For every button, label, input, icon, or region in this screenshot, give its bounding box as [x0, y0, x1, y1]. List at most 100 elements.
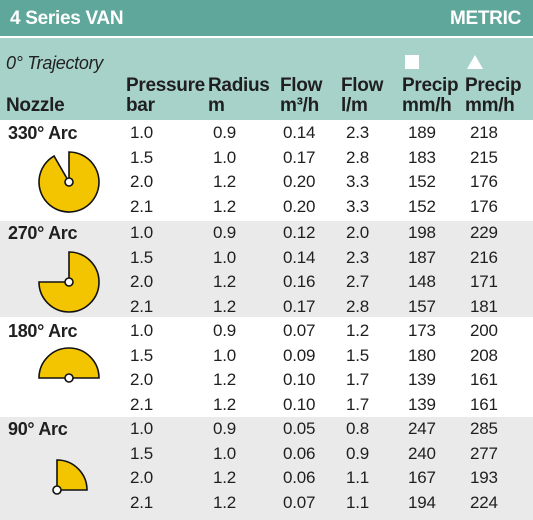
precip-triangle-cell: 229 — [470, 223, 498, 242]
flow-lm-cell: 1.1 — [346, 492, 370, 512]
flow-m3h-cell: 0.20 — [283, 196, 316, 216]
flow-m3h-cell: 0.09 — [283, 345, 316, 365]
arc-label: 180° Arc — [8, 321, 78, 341]
pressure-cell: 1.0 — [130, 123, 154, 142]
flow-m3h-cell: 0.10 — [283, 394, 316, 414]
precip-triangle-cell: 193 — [470, 468, 498, 487]
flow-m3h-cell: 0.14 — [283, 247, 316, 267]
arc-label: 90° Arc — [8, 419, 68, 439]
pressure-cell: 1.0 — [130, 419, 154, 438]
flow-lm-cell: 1.7 — [346, 370, 370, 389]
flow-lm-cell: 1.2 — [346, 321, 370, 340]
radius-cell: 1.2 — [213, 196, 237, 216]
radius-cell: 1.0 — [213, 147, 237, 167]
flow-m3h-cell: 0.06 — [283, 468, 316, 487]
precip-triangle-cell: 171 — [470, 272, 498, 291]
flow-lm-cell: 1.5 — [346, 345, 370, 365]
precip-triangle-cell: 181 — [470, 296, 498, 316]
flow-lm-cell: 1.1 — [346, 468, 370, 487]
radius-column-header: Radius m — [208, 75, 270, 116]
precip-square-cell: 152 — [408, 172, 436, 191]
flow-lm-cell: 3.3 — [346, 172, 370, 191]
pressure-column-header: Pressure bar — [126, 75, 205, 116]
group-divider — [0, 219, 533, 221]
pressure-cell: 1.5 — [130, 147, 154, 167]
precip-square-cell: 167 — [408, 468, 436, 487]
arc-330-icon — [38, 151, 100, 213]
title-bar: 4 Series VAN METRIC — [0, 0, 533, 38]
flow-lm-cell: 1.7 — [346, 394, 370, 414]
flow-lm-cell: 2.7 — [346, 272, 370, 291]
precip-triangle-cell: 161 — [470, 394, 498, 414]
pressure-cell: 2.1 — [130, 296, 154, 316]
arc-group-band — [0, 416, 533, 520]
radius-cell: 1.2 — [213, 272, 237, 291]
radius-cell: 1.2 — [213, 394, 237, 414]
flow-m3h-column-header: Flow m³/h — [280, 75, 323, 116]
column-header-band — [0, 38, 533, 120]
flow-m3h-cell: 0.07 — [283, 492, 316, 512]
flow-m3h-cell: 0.10 — [283, 370, 316, 389]
precip-square-cell: 187 — [408, 247, 436, 267]
pressure-cell: 2.0 — [130, 172, 154, 191]
arc-90-icon — [52, 459, 88, 495]
pressure-cell: 1.0 — [130, 321, 154, 340]
series-title: 4 Series VAN — [10, 8, 124, 29]
pressure-cell: 1.5 — [130, 443, 154, 463]
flow-lm-cell: 2.8 — [346, 296, 370, 316]
precip-square-column-header: Precip mm/h — [402, 75, 459, 116]
radius-cell: 1.2 — [213, 492, 237, 512]
precip-triangle-cell: 208 — [470, 345, 498, 365]
flow-lm-column-header: Flow l/m — [341, 75, 384, 116]
radius-cell: 1.0 — [213, 345, 237, 365]
square-icon — [405, 55, 419, 69]
flow-m3h-cell: 0.12 — [283, 223, 316, 242]
pressure-cell: 2.0 — [130, 468, 154, 487]
radius-cell: 0.9 — [213, 419, 237, 438]
arc-270-icon — [38, 251, 100, 313]
flow-m3h-cell: 0.05 — [283, 419, 316, 438]
radius-cell: 1.2 — [213, 296, 237, 316]
unit-system-label: METRIC — [449, 8, 521, 29]
radius-cell: 0.9 — [213, 123, 237, 142]
flow-m3h-cell: 0.06 — [283, 443, 316, 463]
arc-label: 270° Arc — [8, 223, 78, 243]
arc-label: 330° Arc — [8, 123, 78, 143]
precip-square-cell: 152 — [408, 196, 436, 216]
flow-lm-cell: 2.0 — [346, 223, 370, 242]
precip-square-cell: 189 — [408, 123, 436, 142]
precip-triangle-cell: 215 — [470, 147, 498, 167]
precip-triangle-cell: 176 — [470, 196, 498, 216]
flow-lm-cell: 0.9 — [346, 443, 370, 463]
precip-square-cell: 157 — [408, 296, 436, 316]
group-divider — [0, 317, 533, 319]
radius-cell: 1.2 — [213, 172, 237, 191]
radius-cell: 0.9 — [213, 321, 237, 340]
flow-m3h-cell: 0.16 — [283, 272, 316, 291]
flow-lm-cell: 2.3 — [346, 247, 370, 267]
pressure-cell: 1.0 — [130, 223, 154, 242]
arc-180-icon — [38, 347, 100, 383]
precip-square-cell: 240 — [408, 443, 436, 463]
precip-triangle-column-header: Precip mm/h — [465, 75, 522, 116]
flow-m3h-cell: 0.07 — [283, 321, 316, 340]
precip-square-cell: 198 — [408, 223, 436, 242]
precip-triangle-cell: 216 — [470, 247, 498, 267]
radius-cell: 1.0 — [213, 443, 237, 463]
flow-lm-cell: 3.3 — [346, 196, 370, 216]
radius-cell: 1.0 — [213, 247, 237, 267]
nozzle-column-header: Nozzle — [6, 95, 65, 116]
precip-square-cell: 180 — [408, 345, 436, 365]
precip-triangle-cell: 218 — [470, 123, 498, 142]
trajectory-label: 0° Trajectory — [6, 53, 103, 73]
precip-triangle-cell: 277 — [470, 443, 498, 463]
pressure-cell: 2.0 — [130, 272, 154, 291]
precip-square-cell: 173 — [408, 321, 436, 340]
triangle-icon — [467, 55, 483, 69]
pressure-cell: 2.1 — [130, 196, 154, 216]
flow-lm-cell: 2.3 — [346, 123, 370, 142]
flow-lm-cell: 0.8 — [346, 419, 370, 438]
pressure-cell: 2.1 — [130, 492, 154, 512]
radius-cell: 1.2 — [213, 468, 237, 487]
